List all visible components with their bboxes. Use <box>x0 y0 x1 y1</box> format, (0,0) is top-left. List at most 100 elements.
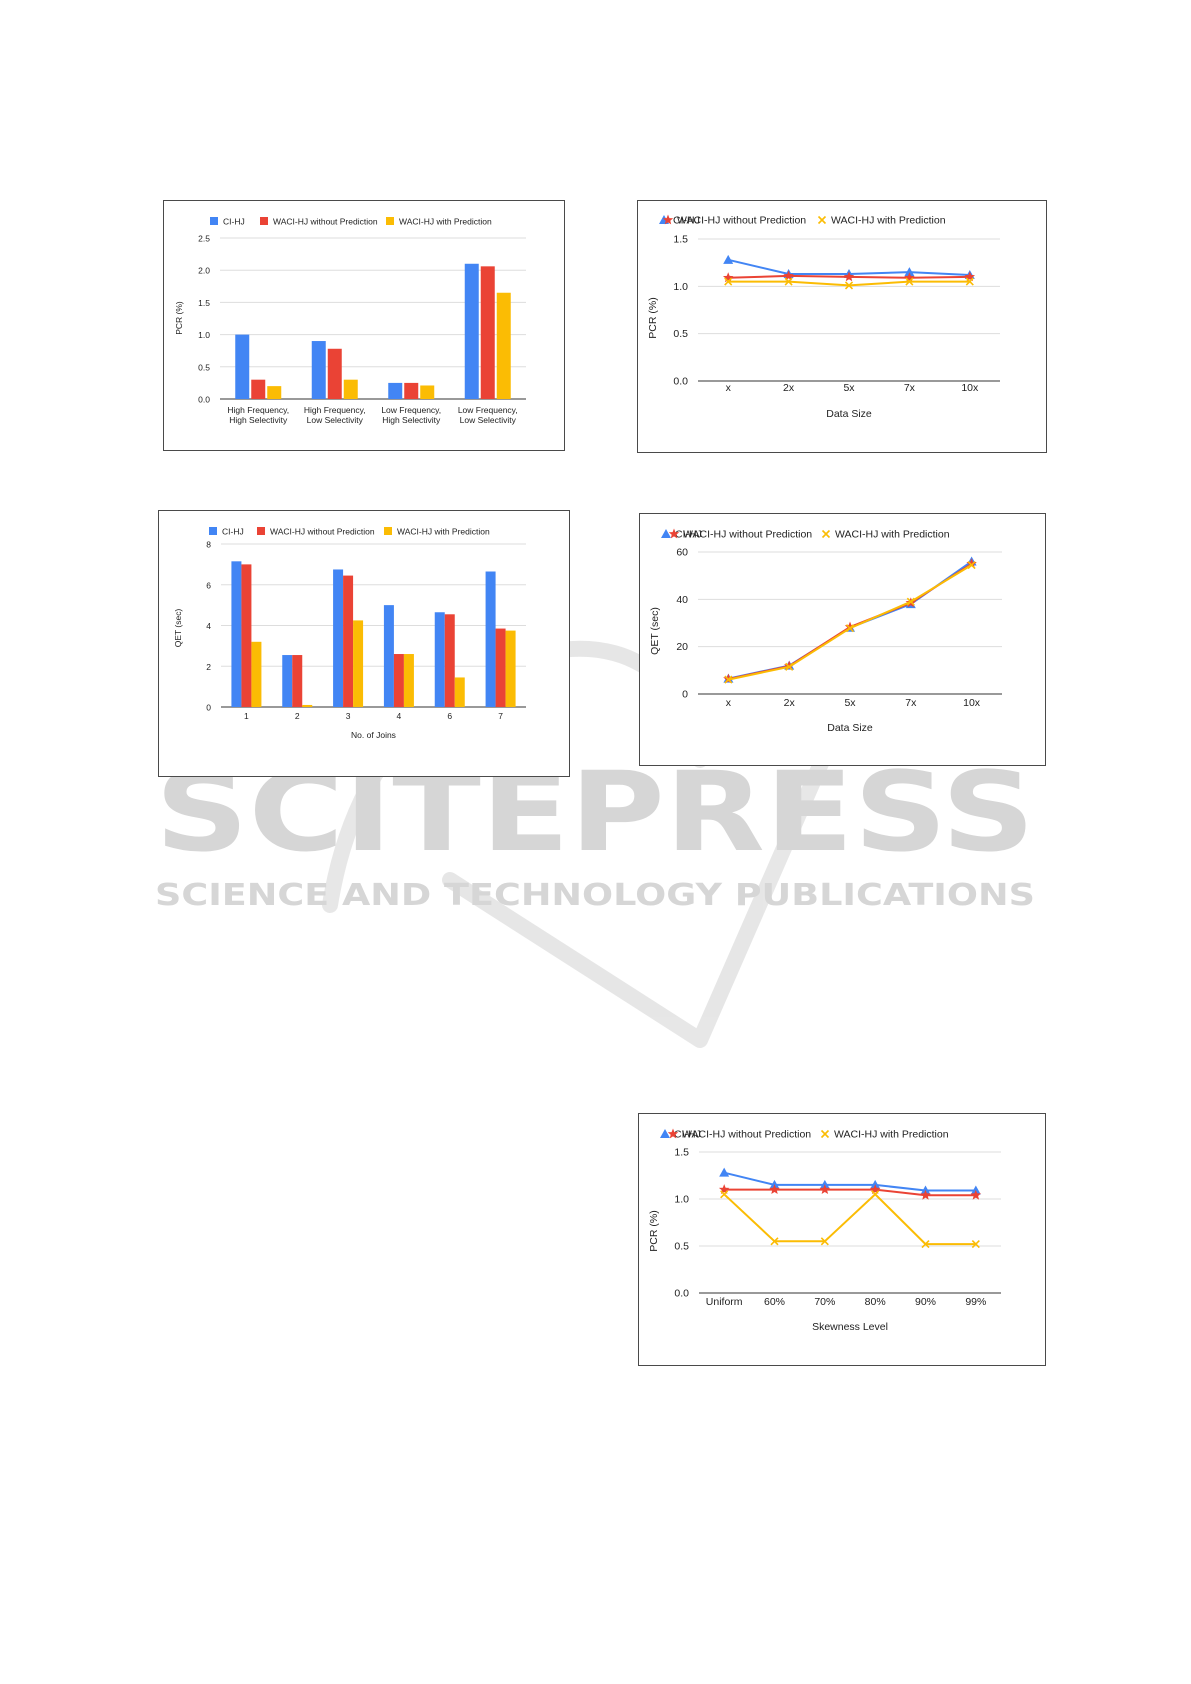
bar <box>241 564 252 707</box>
data-point <box>970 1189 982 1200</box>
x-tick-label: 60% <box>764 1296 785 1308</box>
data-point <box>719 1167 730 1177</box>
y-tick-label: 0.5 <box>673 328 688 340</box>
y-tick-label: 1.0 <box>673 281 688 293</box>
data-point <box>820 1237 829 1246</box>
x-tick-label: 7x <box>905 697 917 709</box>
data-point <box>904 272 915 283</box>
legend-swatch <box>209 527 217 535</box>
data-point <box>967 560 976 570</box>
data-point <box>871 1190 880 1199</box>
series-1 <box>723 270 975 283</box>
legend-label: WACI-HJ without Prediction <box>273 217 378 227</box>
x-tick-label: 10x <box>961 382 979 394</box>
x-tick-label: 4 <box>397 711 402 721</box>
data-point <box>718 1184 730 1194</box>
chart-qet-joins: 0 2 4 6 8 QET (sec) No. of Joins CI-HJ WACI-HJ w… <box>158 510 570 777</box>
y-axis-label: PCR (%) <box>648 1210 660 1251</box>
legend-label: WACI-HJ without Prediction <box>270 527 375 537</box>
x-axis-label: No. of Joins <box>351 730 396 740</box>
x-tick-label: 99% <box>965 1296 986 1308</box>
series-2 <box>720 1190 980 1249</box>
legend-label: WACI-HJ with Prediction <box>831 215 946 227</box>
data-point <box>869 1184 881 1194</box>
series-1 <box>723 558 977 684</box>
series-line <box>728 562 973 681</box>
bar <box>353 620 364 707</box>
x-axis-label: Data Size <box>826 408 872 420</box>
data-point <box>723 254 734 264</box>
data-point <box>723 272 734 283</box>
legend-swatch <box>210 217 218 225</box>
bar <box>434 612 445 707</box>
legend: CI-HJ WACI-HJ without Prediction WACI-HJ w… <box>210 217 492 227</box>
legend-swatch <box>386 217 394 225</box>
legend-label: CI-HJ <box>675 529 702 541</box>
legend-label: CI-HJ <box>223 217 245 227</box>
legend-label: CI-HJ <box>222 527 244 537</box>
bar <box>444 614 455 707</box>
y-tick-label: 2.5 <box>198 234 210 244</box>
x-tick-label: 70% <box>814 1296 835 1308</box>
chart-pcr-datasize: 0.0 0.5 1.0 1.5 PCR (%) Data Size CI-HJ WACI-HJ… <box>637 200 1047 453</box>
legend-label: CI-HJ <box>674 1129 701 1141</box>
legend-marker <box>667 1128 679 1139</box>
bar <box>327 348 342 399</box>
legend-label: WACI-HJ with Prediction <box>397 527 490 537</box>
y-tick-label: 0.5 <box>198 362 210 372</box>
y-tick-label: 8 <box>206 540 211 550</box>
y-tick-label: 1.0 <box>198 330 210 340</box>
bar <box>251 641 262 707</box>
data-point <box>843 271 855 282</box>
y-tick-label: 20 <box>676 641 688 653</box>
data-point <box>964 271 975 282</box>
bar <box>302 704 313 707</box>
x-tick-label: High Frequency, <box>304 405 366 415</box>
bar <box>235 334 250 399</box>
legend-label: CI-HJ <box>673 215 700 227</box>
x-tick-label: 1 <box>244 711 249 721</box>
watermark-tagline: SCIENCE AND TECHNOLOGY PUBLICATIONS <box>155 878 1035 913</box>
bar <box>292 655 303 707</box>
x-tick-label: Low Selectivity <box>307 415 364 425</box>
bar <box>403 654 414 707</box>
series-line <box>723 1192 976 1246</box>
bar <box>388 382 403 399</box>
x-tick-label: Low Selectivity <box>460 415 517 425</box>
y-tick-label: 60 <box>676 547 688 559</box>
series-0 <box>723 556 977 683</box>
chart-pcr-bar: 0.0 0.5 1.0 1.5 2.0 2.5 PCR (%) CI-HJ WACI-HJ wi… <box>163 200 565 451</box>
y-tick-label: 0 <box>682 689 688 701</box>
legend-marker <box>668 528 680 539</box>
bar <box>404 382 419 399</box>
data-point <box>844 621 856 632</box>
bar <box>464 263 479 399</box>
legend-label: WACI-HJ with Prediction <box>399 217 492 227</box>
legend-label: WACI-HJ with Prediction <box>835 529 950 541</box>
data-point <box>785 662 794 671</box>
y-tick-label: 1.5 <box>673 234 688 246</box>
legend-marker <box>821 529 831 539</box>
chart-qet-datasize: 0 20 40 60 QET (sec) Data Size CI-HJ WACI-HJ wi… <box>639 513 1046 766</box>
x-tick-label: 2x <box>784 697 796 709</box>
chart-pcr-skewness: 0.0 0.5 1.0 1.5 PCR (%) Skewness Level CI-HJ WA… <box>638 1113 1046 1366</box>
x-tick-label: 3 <box>346 711 351 721</box>
data-point <box>783 270 794 281</box>
y-tick-label: 0 <box>206 703 211 713</box>
legend-label: WACI-HJ without Prediction <box>677 215 806 227</box>
bar <box>393 654 404 707</box>
x-tick-label: 7 <box>498 711 503 721</box>
x-tick-label: 6 <box>447 711 452 721</box>
y-tick-label: 1.5 <box>674 1147 689 1159</box>
data-point <box>920 1189 931 1200</box>
data-point <box>720 1190 729 1199</box>
x-tick-label: Low Frequency, <box>458 405 518 415</box>
series-line <box>728 560 973 680</box>
bar <box>505 630 516 707</box>
y-tick-label: 2.0 <box>198 266 210 276</box>
x-tick-label: Low Frequency, <box>381 405 441 415</box>
bar <box>343 379 358 399</box>
data-point <box>844 281 854 290</box>
